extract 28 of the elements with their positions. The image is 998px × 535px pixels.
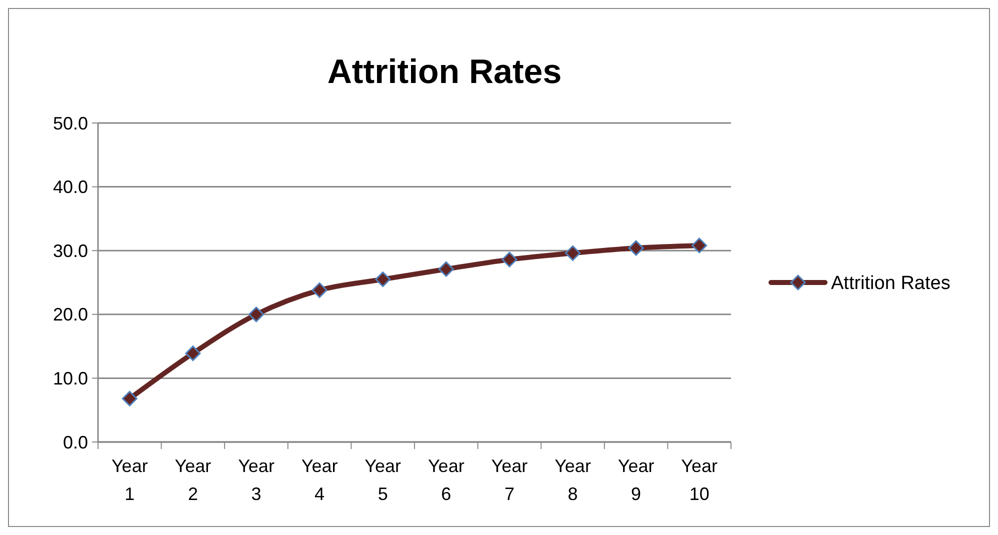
x-tick-label: Year 7 xyxy=(491,456,528,504)
y-tick-label: 40.0 xyxy=(52,177,88,198)
x-tick-label: Year 1 xyxy=(111,456,148,504)
x-tick-label: Year 5 xyxy=(364,456,402,504)
point xyxy=(185,346,201,362)
point xyxy=(438,261,454,277)
y-tick-label: 10.0 xyxy=(52,368,88,388)
x-tick-label: Year 3 xyxy=(238,456,274,504)
y-tick-label: 50.0 xyxy=(52,113,88,134)
x-tick-label: Year 4 xyxy=(301,456,338,504)
y-tick-label: 30.0 xyxy=(52,240,88,261)
point xyxy=(375,272,391,288)
point xyxy=(628,240,644,256)
point xyxy=(248,306,264,322)
x-tick-label: Year 8 xyxy=(554,456,591,504)
x-tick-label: Year 2 xyxy=(174,456,212,504)
chart-title: Attrition Rates xyxy=(327,53,562,91)
point xyxy=(312,282,328,298)
x-tick-label: Year 9 xyxy=(618,456,654,504)
x-tick-label: Year 6 xyxy=(428,456,464,504)
point xyxy=(565,245,580,261)
point xyxy=(122,390,138,406)
x-tick-label: Year 10 xyxy=(681,456,718,504)
point xyxy=(692,238,708,254)
y-tick-label: 20.0 xyxy=(52,304,88,325)
legend-label: Attrition Rates xyxy=(831,273,950,294)
y-tick-label: 0.0 xyxy=(62,432,88,452)
point xyxy=(502,252,518,268)
